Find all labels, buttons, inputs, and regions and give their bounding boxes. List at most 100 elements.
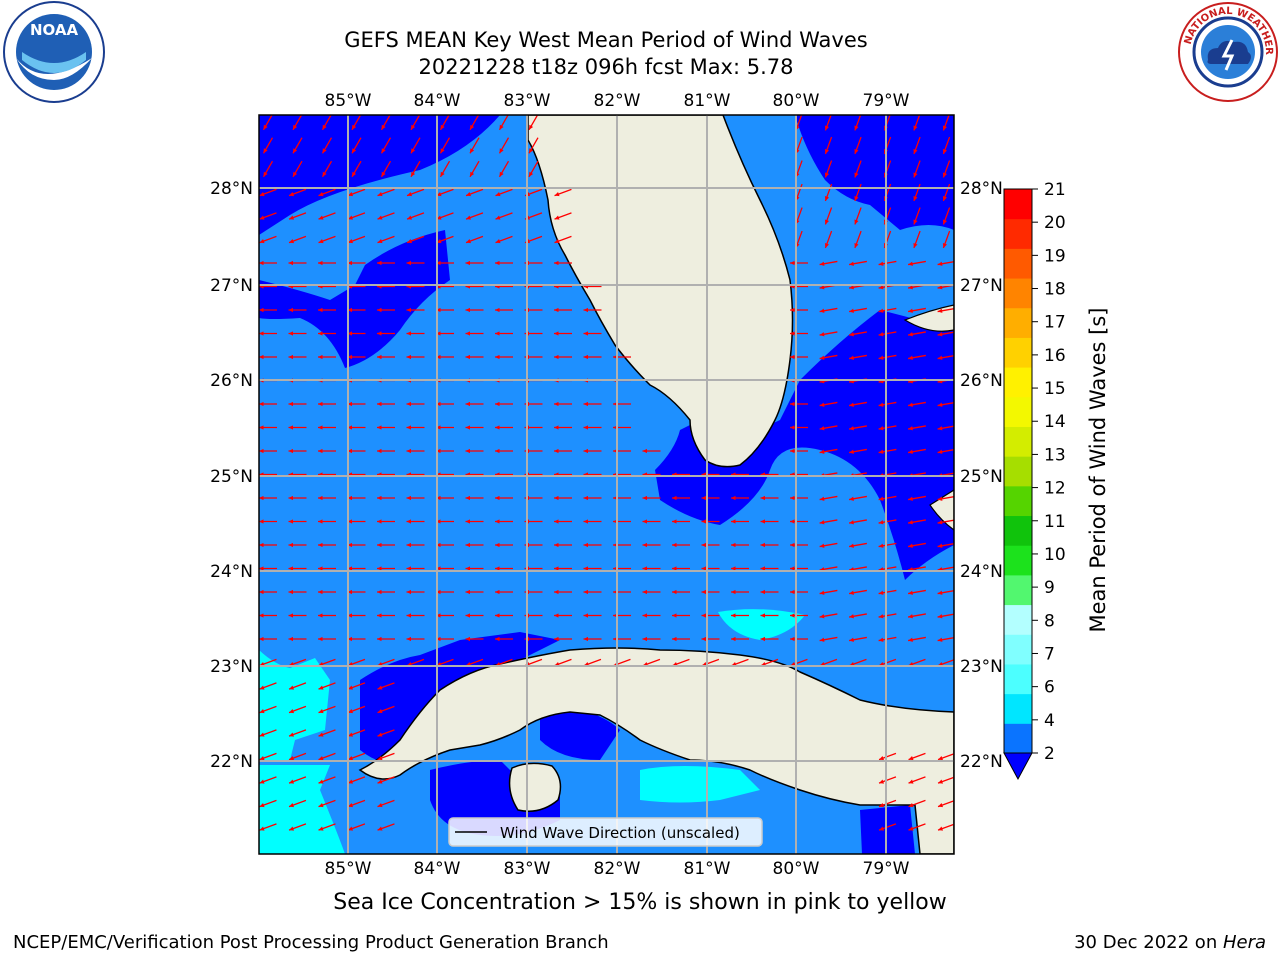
wave-arrow — [318, 729, 336, 737]
wave-arrow — [377, 401, 395, 407]
wave-arrow — [436, 307, 454, 313]
wave-arrow — [288, 260, 307, 266]
wave-arrow — [854, 207, 862, 225]
wave-arrow — [528, 137, 539, 154]
wave-arrow — [259, 260, 277, 266]
wave-arrow — [288, 188, 307, 197]
wave-arrow — [406, 495, 425, 501]
wave-arrow — [878, 542, 897, 548]
chart-subtitle: 20221228 t18z 096h fcst Max: 5.78 — [418, 55, 794, 79]
wave-arrow — [288, 636, 307, 642]
wave-arrow — [410, 137, 421, 154]
wave-arrow — [701, 589, 720, 595]
colorbar-label: Mean Period of Wind Waves [s] — [1086, 308, 1110, 633]
wave-arrow — [469, 115, 480, 131]
wave-arrow — [377, 495, 395, 501]
wave-arrow — [819, 331, 838, 337]
wave-arrow — [406, 566, 425, 571]
wave-arrow — [642, 542, 661, 548]
wave-arrow — [465, 212, 484, 220]
wave-arrow — [318, 307, 336, 313]
wave-arrow — [495, 235, 513, 244]
wave-arrow — [259, 589, 277, 595]
colorbar-tick-label: 7 — [1044, 644, 1055, 664]
wave-arrow — [465, 331, 484, 336]
wave-arrow — [878, 799, 897, 808]
wave-arrow — [913, 207, 921, 225]
lon-tick-label-bottom: 79°W — [863, 859, 910, 879]
wave-arrow — [439, 160, 451, 178]
lon-tick-label-top: 82°W — [594, 91, 641, 111]
wave-arrow — [318, 331, 336, 336]
wave-arrow — [583, 495, 602, 501]
lat-tick-label-left: 25°N — [210, 467, 253, 487]
wave-arrow — [908, 589, 926, 595]
wave-arrow — [439, 115, 450, 131]
wave-arrow — [380, 160, 392, 178]
wave-arrow — [849, 589, 867, 595]
wave-arrow — [878, 331, 897, 337]
lat-tick-label-left: 22°N — [210, 752, 253, 772]
lat-tick-label-left: 23°N — [210, 657, 253, 677]
wave-arrow — [908, 260, 926, 266]
wave-arrow — [937, 543, 954, 548]
colorbar-tick-label: 18 — [1044, 280, 1066, 300]
wave-arrow — [259, 682, 277, 690]
wave-arrow — [908, 495, 926, 501]
wave-arrow — [583, 354, 602, 360]
legend: Wind Wave Direction (unscaled) — [448, 817, 763, 847]
wave-arrow — [790, 519, 808, 524]
wave-arrow — [760, 519, 779, 524]
wave-arrow — [908, 613, 926, 619]
wave-arrow — [259, 307, 277, 313]
wave-arrow — [937, 519, 954, 525]
wave-arrow — [583, 566, 602, 571]
wave-arrow — [937, 590, 954, 595]
wave-arrow — [288, 235, 307, 244]
wave-arrow — [913, 230, 921, 249]
wave-arrow — [377, 425, 395, 430]
wave-arrow — [410, 160, 421, 178]
wave-arrow — [318, 705, 336, 714]
wave-arrow — [554, 448, 572, 454]
wave-arrow — [554, 307, 572, 313]
wave-arrow — [380, 115, 391, 131]
wave-arrow — [937, 331, 954, 337]
wave-arrow — [347, 752, 366, 761]
lat-tick-label-right: 26°N — [960, 371, 1003, 391]
lon-tick-label-top: 81°W — [684, 91, 731, 111]
wave-arrow — [377, 752, 395, 761]
wave-arrow — [495, 519, 513, 524]
wave-arrow — [878, 354, 897, 360]
wave-arrow — [351, 137, 362, 154]
noaa-logo-icon: NOAA — [3, 1, 105, 103]
wave-arrow — [878, 519, 897, 525]
wave-arrow — [790, 448, 808, 454]
wave-arrow — [937, 800, 954, 808]
chart-title: GEFS MEAN Key West Mean Period of Wind W… — [344, 28, 868, 52]
colorbar-tick-label: 19 — [1044, 246, 1066, 266]
wave-arrow — [849, 331, 867, 337]
wave-arrow — [288, 682, 307, 690]
wave-arrow — [878, 752, 897, 761]
wave-arrow — [554, 188, 572, 197]
wave-arrow — [406, 260, 425, 266]
wave-arrow — [878, 495, 897, 501]
wave-arrow — [819, 589, 838, 595]
lat-tick-label-right: 24°N — [960, 562, 1003, 582]
wave-arrow — [790, 495, 808, 501]
wave-arrow — [790, 354, 808, 360]
wave-arrow — [824, 136, 833, 155]
wave-arrow — [849, 260, 867, 266]
colorbar-segment — [1004, 278, 1032, 309]
lat-tick-label-left: 27°N — [210, 276, 253, 296]
wave-arrow — [318, 495, 336, 501]
wave-arrow — [288, 542, 307, 548]
wave-arrow — [701, 495, 720, 501]
wave-arrow — [347, 448, 366, 454]
wave-arrow — [288, 212, 307, 220]
wave-arrow — [259, 636, 277, 642]
wave-arrow — [913, 136, 921, 155]
wave-arrow — [259, 425, 277, 430]
florida-land — [527, 115, 794, 468]
